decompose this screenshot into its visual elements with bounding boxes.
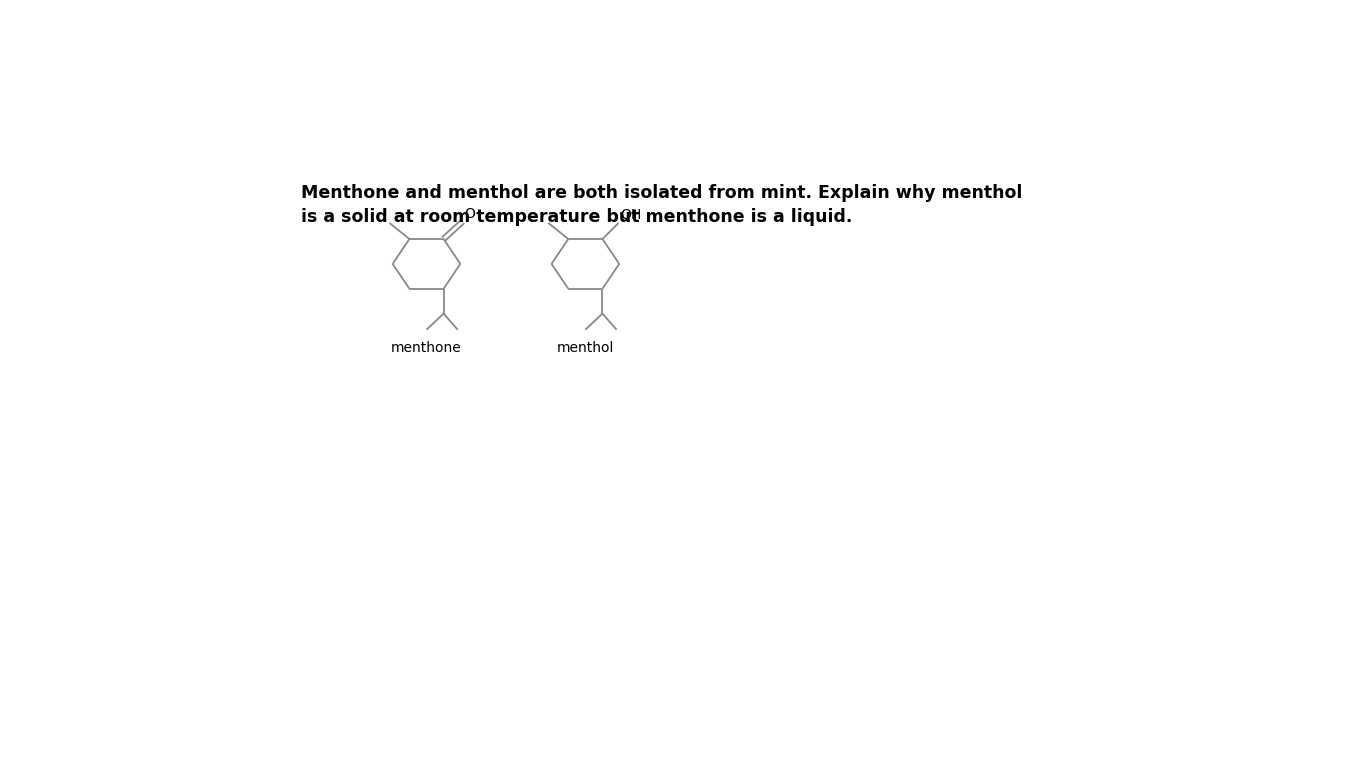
Text: menthone: menthone xyxy=(391,342,462,356)
Text: Menthone and menthol are both isolated from mint. Explain why menthol
is a solid: Menthone and menthol are both isolated f… xyxy=(301,184,1022,226)
Text: OH: OH xyxy=(620,208,642,222)
Text: O: O xyxy=(464,207,475,220)
Text: menthol: menthol xyxy=(557,342,615,356)
